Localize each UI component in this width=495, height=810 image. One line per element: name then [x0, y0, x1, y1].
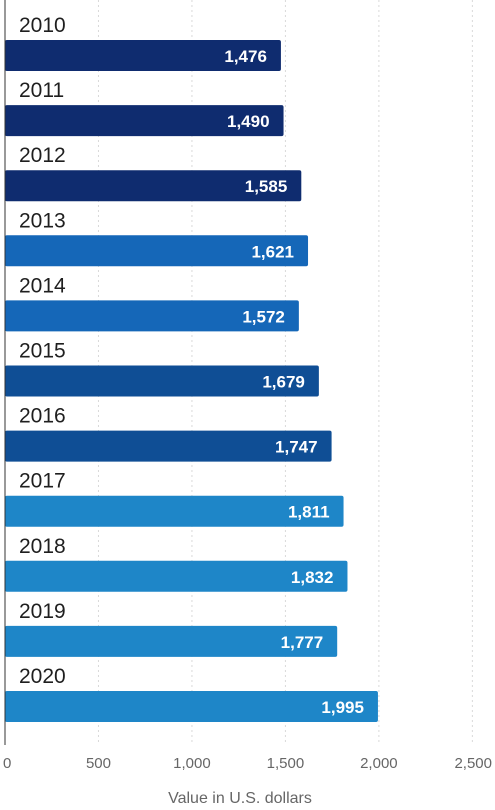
category-label: 2015	[19, 340, 66, 363]
data-label: 1,832	[291, 568, 334, 587]
bar	[5, 625, 338, 657]
data-label: 1,490	[227, 112, 270, 131]
category-label: 2011	[19, 79, 64, 102]
bar	[5, 560, 348, 592]
x-tick-label: 2,500	[454, 755, 492, 772]
x-tick-label: 1,000	[173, 755, 211, 772]
labels: 2010 1,476 2011 1,490 2012 1,585 2013 1,621 2014…	[19, 14, 364, 717]
data-label: 1,811	[288, 503, 330, 522]
bar	[5, 365, 319, 397]
category-label: 2019	[19, 600, 66, 623]
data-label: 1,777	[281, 633, 324, 652]
category-label: 2017	[19, 470, 66, 493]
data-label: 1,621	[251, 242, 294, 261]
data-label: 1,995	[321, 698, 364, 717]
data-label: 1,476	[224, 47, 267, 66]
x-tick-label: 500	[86, 755, 111, 772]
category-label: 2012	[19, 144, 66, 167]
bar	[5, 170, 302, 202]
x-axis-ticks: 0 500 1,000 1,500 2,000 2,500	[3, 755, 492, 772]
bars	[5, 40, 378, 722]
data-label: 1,679	[262, 373, 305, 392]
bar	[5, 40, 281, 71]
x-tick-label: 2,000	[360, 755, 398, 772]
bar	[5, 300, 299, 332]
x-axis-title: Value in U.S. dollars	[168, 790, 312, 807]
category-label: 2016	[19, 405, 66, 428]
x-tick-label: 0	[3, 755, 11, 772]
data-label: 1,572	[242, 307, 285, 326]
bar	[5, 105, 284, 137]
data-label: 1,747	[275, 438, 318, 457]
category-label: 2014	[19, 274, 66, 297]
data-label: 1,585	[245, 177, 288, 196]
gridlines	[97, 0, 473, 745]
category-label: 2013	[19, 209, 66, 232]
bar	[5, 430, 332, 462]
x-tick-label: 1,500	[267, 755, 305, 772]
bar	[5, 495, 344, 527]
bar	[5, 691, 378, 722]
category-label: 2010	[19, 14, 66, 37]
category-label: 2020	[19, 665, 66, 688]
bar	[5, 235, 309, 267]
category-label: 2018	[19, 535, 66, 558]
